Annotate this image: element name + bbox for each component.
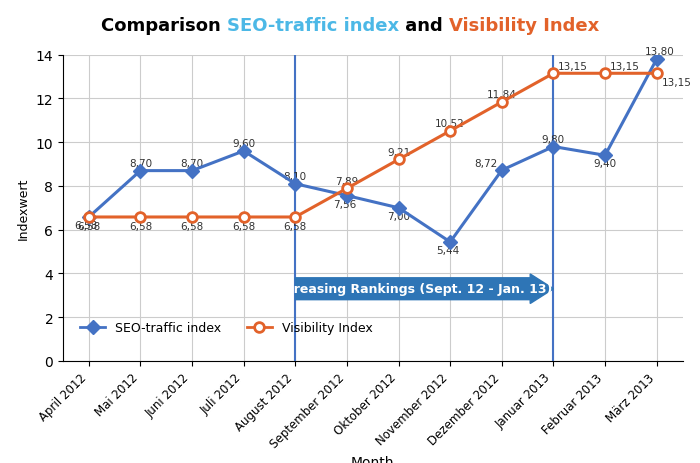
SEO-traffic index [394, 206, 402, 211]
X-axis label: Month: Month [351, 456, 395, 463]
Text: 9,40: 9,40 [594, 159, 617, 169]
FancyArrow shape [295, 275, 554, 304]
SEO-traffic index [446, 240, 454, 245]
Text: SEO-traffic index: SEO-traffic index [227, 17, 399, 34]
Visibility Index [601, 71, 609, 77]
Visibility Index [498, 100, 506, 106]
Text: 6,58: 6,58 [181, 222, 204, 232]
SEO-traffic index [239, 149, 248, 154]
Text: 13,15: 13,15 [662, 78, 691, 88]
Visibility Index [188, 215, 196, 220]
Text: 5,44: 5,44 [436, 245, 459, 256]
Text: 8,70: 8,70 [129, 159, 152, 169]
SEO-traffic index [550, 144, 558, 150]
Text: 10,52: 10,52 [435, 119, 465, 129]
SEO-traffic index [652, 57, 661, 63]
Text: 7,56: 7,56 [332, 199, 356, 209]
Visibility Index [291, 215, 300, 220]
Visibility Index [85, 215, 93, 220]
SEO-traffic index [498, 168, 506, 174]
SEO-traffic index [85, 215, 93, 220]
Visibility Index [239, 215, 248, 220]
Text: Comparison: Comparison [101, 17, 227, 34]
Text: 11,84: 11,84 [487, 90, 517, 100]
Text: 13,15: 13,15 [610, 62, 640, 71]
Visibility Index [394, 157, 402, 163]
Text: 6,58: 6,58 [284, 222, 307, 232]
Visibility Index [652, 71, 661, 77]
SEO-traffic index [343, 194, 351, 199]
Legend: SEO-traffic index, Visibility Index: SEO-traffic index, Visibility Index [76, 317, 377, 340]
Text: and: and [399, 17, 449, 34]
Text: 8,70: 8,70 [181, 159, 204, 169]
Text: Increasing Rankings (Sept. 12 - Jan. 13): Increasing Rankings (Sept. 12 - Jan. 13) [273, 282, 552, 295]
SEO-traffic index [136, 169, 145, 174]
Text: 6,58: 6,58 [232, 222, 256, 232]
Visibility Index [446, 129, 454, 134]
Text: 7,89: 7,89 [335, 176, 358, 186]
Text: 6,58: 6,58 [129, 222, 152, 232]
Text: 6,58: 6,58 [77, 222, 100, 232]
Text: 9,60: 9,60 [232, 139, 256, 149]
SEO-traffic index [601, 153, 609, 159]
Text: 9,80: 9,80 [542, 135, 565, 144]
Text: 6,58: 6,58 [75, 221, 98, 231]
Text: Visibility Index: Visibility Index [449, 17, 599, 34]
SEO-traffic index [188, 169, 196, 174]
Visibility Index [343, 186, 351, 192]
Line: Visibility Index: Visibility Index [84, 69, 662, 222]
Text: 8,10: 8,10 [284, 172, 307, 181]
Text: 9,21: 9,21 [387, 148, 410, 157]
Visibility Index [550, 71, 558, 77]
Line: SEO-traffic index: SEO-traffic index [84, 55, 662, 247]
Text: 7,00: 7,00 [387, 212, 410, 221]
Text: 13,15: 13,15 [558, 62, 588, 71]
Text: 8,72: 8,72 [475, 158, 498, 168]
Text: 13,80: 13,80 [645, 47, 674, 57]
SEO-traffic index [291, 181, 300, 187]
Visibility Index [136, 215, 145, 220]
Y-axis label: Indexwert: Indexwert [17, 177, 30, 239]
